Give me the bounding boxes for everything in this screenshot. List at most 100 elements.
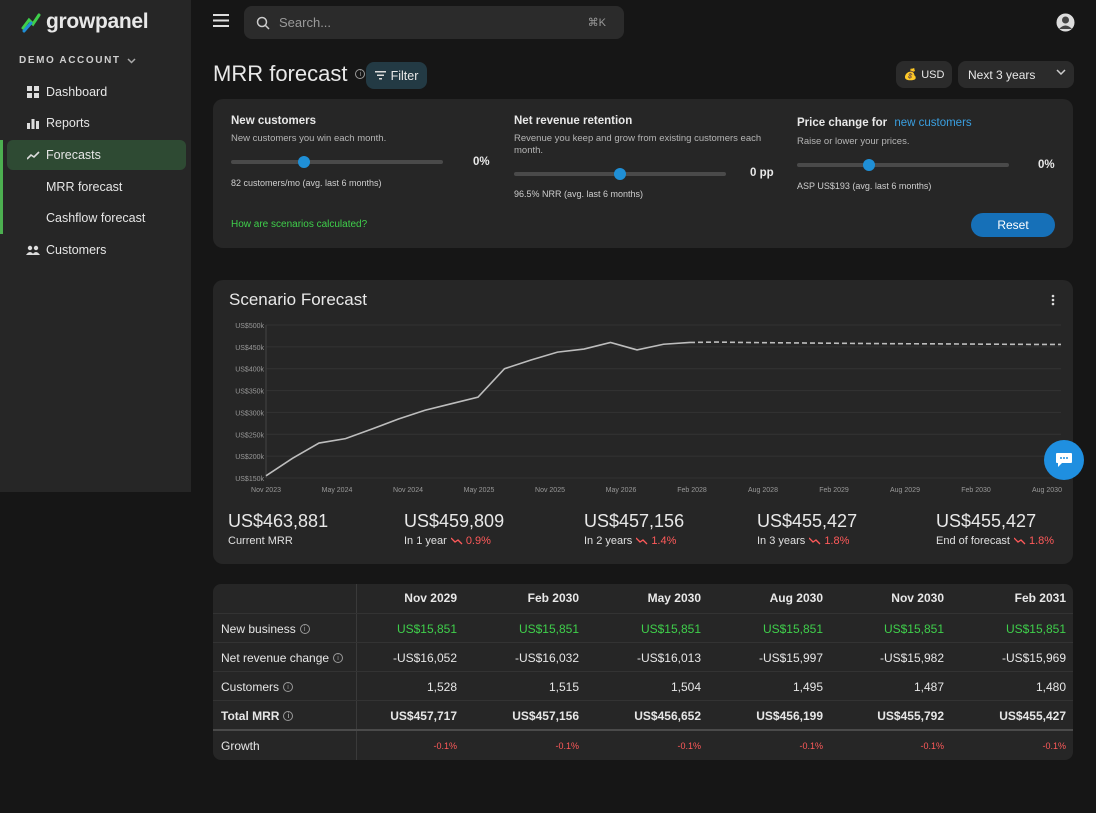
info-icon[interactable]: i xyxy=(283,682,294,692)
table-cell: US$15,851 xyxy=(762,622,823,636)
column-header[interactable]: Feb 2031 xyxy=(1014,591,1066,605)
kpi-change: 1.4% xyxy=(636,535,676,547)
dashboard-icon xyxy=(24,86,42,98)
table-row: Total MRR i US$457,717 US$457,156 US$456,652… xyxy=(213,700,1073,729)
kpi-label-row: In 3 years 1.8% xyxy=(757,535,849,547)
table-cell: US$15,851 xyxy=(1005,622,1066,636)
reset-label: Reset xyxy=(997,218,1029,232)
table-cell: US$456,652 xyxy=(634,709,701,723)
filter-label: Filter xyxy=(390,68,419,83)
x-tick-label: Feb 2030 xyxy=(961,487,991,494)
y-tick-label: US$250k xyxy=(235,432,264,439)
reset-button[interactable]: Reset xyxy=(971,213,1055,237)
menu-toggle[interactable] xyxy=(213,14,229,32)
account-switcher[interactable]: DEMO ACCOUNT xyxy=(19,55,136,66)
table-row: Customers i 1,528 1,515 1,504 1,495 1,487 1,480 xyxy=(213,671,1073,700)
price-slider-handle[interactable] xyxy=(863,159,875,171)
table-row: Net revenue change i -US$16,052 -US$16,032 -… xyxy=(213,642,1073,671)
user-menu[interactable] xyxy=(1056,13,1075,37)
new-customers-desc: New customers you win each month. xyxy=(231,133,387,144)
column-header[interactable]: Nov 2029 xyxy=(404,591,457,605)
new-customers-title: New customers xyxy=(231,115,317,127)
x-tick-label: Feb 2028 xyxy=(677,487,707,494)
forecast-chart: US$150k US$200k US$250k US$300k US$350k US$40… xyxy=(235,323,1062,494)
info-icon[interactable]: i xyxy=(333,653,344,663)
row-label: Total MRR i xyxy=(221,709,294,723)
filter-button[interactable]: Filter xyxy=(366,62,427,89)
table-cell: -US$15,982 xyxy=(879,651,944,665)
info-icon[interactable]: i xyxy=(355,69,366,79)
kpi-label: In 2 years xyxy=(584,535,633,547)
kpi-change-value: 0.9% xyxy=(465,535,491,547)
nav-dashboard-label: Dashboard xyxy=(46,85,108,99)
price-desc: Raise or lower your prices. xyxy=(797,136,910,147)
x-tick-label: May 2024 xyxy=(322,487,353,494)
nav-reports[interactable]: Reports xyxy=(7,108,186,138)
new-customers-slider-handle[interactable] xyxy=(298,156,310,168)
kpi-value: US$455,427 xyxy=(936,511,1037,531)
x-tick-label: Aug 2029 xyxy=(890,487,920,494)
nav-forecasts[interactable]: Forecasts xyxy=(7,140,186,170)
active-section-indicator xyxy=(0,140,3,234)
price-target-link[interactable]: new customers xyxy=(894,117,972,129)
table-cell: -US$16,013 xyxy=(636,651,701,665)
table-cell: -US$15,969 xyxy=(1001,651,1066,665)
column-header[interactable]: Feb 2030 xyxy=(527,591,579,605)
kpi-label: In 1 year xyxy=(404,535,447,547)
currency-button[interactable]: 💰 USD xyxy=(896,61,952,88)
table-cell: 1,487 xyxy=(913,680,944,694)
table-cell: -0.1% xyxy=(799,741,823,751)
column-header[interactable]: May 2030 xyxy=(647,591,701,605)
table-cell: 1,504 xyxy=(670,680,701,694)
price-slider[interactable] xyxy=(797,163,1009,167)
row-label: Net revenue change i xyxy=(221,651,344,665)
brand-logo[interactable]: growpanel xyxy=(20,10,149,34)
search-icon xyxy=(256,16,270,30)
kpi-value: US$457,156 xyxy=(584,511,685,531)
how-scenarios-link[interactable]: How are scenarios calculated? xyxy=(231,219,368,230)
nav-dashboard[interactable]: Dashboard xyxy=(7,77,186,107)
new-customers-slider[interactable] xyxy=(231,160,443,164)
table-cell: -0.1% xyxy=(555,741,579,751)
search-bar[interactable]: Search... ⌘K xyxy=(244,6,624,39)
kpi-label: In 3 years xyxy=(757,535,806,547)
nrr-slider-handle[interactable] xyxy=(614,168,626,180)
range-select[interactable]: Next 3 years xyxy=(958,61,1074,88)
row-label-text: New business xyxy=(221,622,296,636)
more-menu-button[interactable] xyxy=(1050,293,1056,312)
page-title-wrap: MRR forecast i xyxy=(213,61,366,87)
info-icon[interactable]: i xyxy=(283,711,294,721)
search-input[interactable]: Search... xyxy=(279,15,332,30)
x-tick-label: Aug 2028 xyxy=(748,487,778,494)
nav-customers[interactable]: Customers xyxy=(7,235,186,265)
y-tick-label: US$450k xyxy=(235,345,264,352)
y-tick-label: US$350k xyxy=(235,389,264,396)
table-row: New business i US$15,851 US$15,851 US$15,851… xyxy=(213,613,1073,642)
table-cell: -0.1% xyxy=(1042,741,1066,751)
kpi-label-row: In 1 year 0.9% xyxy=(404,535,491,547)
kpi-change: 1.8% xyxy=(809,535,849,547)
table-cell: US$15,851 xyxy=(396,622,457,636)
nav-mrr-forecast[interactable]: MRR forecast xyxy=(46,180,123,194)
forecast-table: Nov 2029 Feb 2030 May 2030 Aug 2030 Nov 2030… xyxy=(213,584,1073,760)
filter-icon xyxy=(374,71,386,80)
new-customers-value: 0% xyxy=(473,156,490,168)
row-label-text: Net revenue change xyxy=(221,651,330,665)
price-value: 0% xyxy=(1038,159,1055,171)
x-tick-label: Aug 2030 xyxy=(1032,487,1062,494)
currency-label: USD xyxy=(921,68,945,81)
table-cell: -0.1% xyxy=(677,741,701,751)
nrr-desc: Revenue you keep and grow from existing … xyxy=(514,133,762,156)
column-header[interactable]: Aug 2030 xyxy=(769,591,823,605)
nav-cashflow-forecast[interactable]: Cashflow forecast xyxy=(46,211,146,225)
brand-name: growpanel xyxy=(46,10,149,33)
row-label-text: Customers xyxy=(221,680,280,694)
table-cell: US$455,792 xyxy=(877,709,944,723)
info-icon[interactable]: i xyxy=(299,624,310,634)
x-tick-label: May 2025 xyxy=(464,487,495,494)
nrr-foot: 96.5% NRR (avg. last 6 months) xyxy=(514,189,644,199)
kpi-change: 0.9% xyxy=(450,535,491,547)
chat-button[interactable] xyxy=(1044,440,1084,480)
column-header[interactable]: Nov 2030 xyxy=(891,591,944,605)
table-cell: 1,480 xyxy=(1035,680,1066,694)
